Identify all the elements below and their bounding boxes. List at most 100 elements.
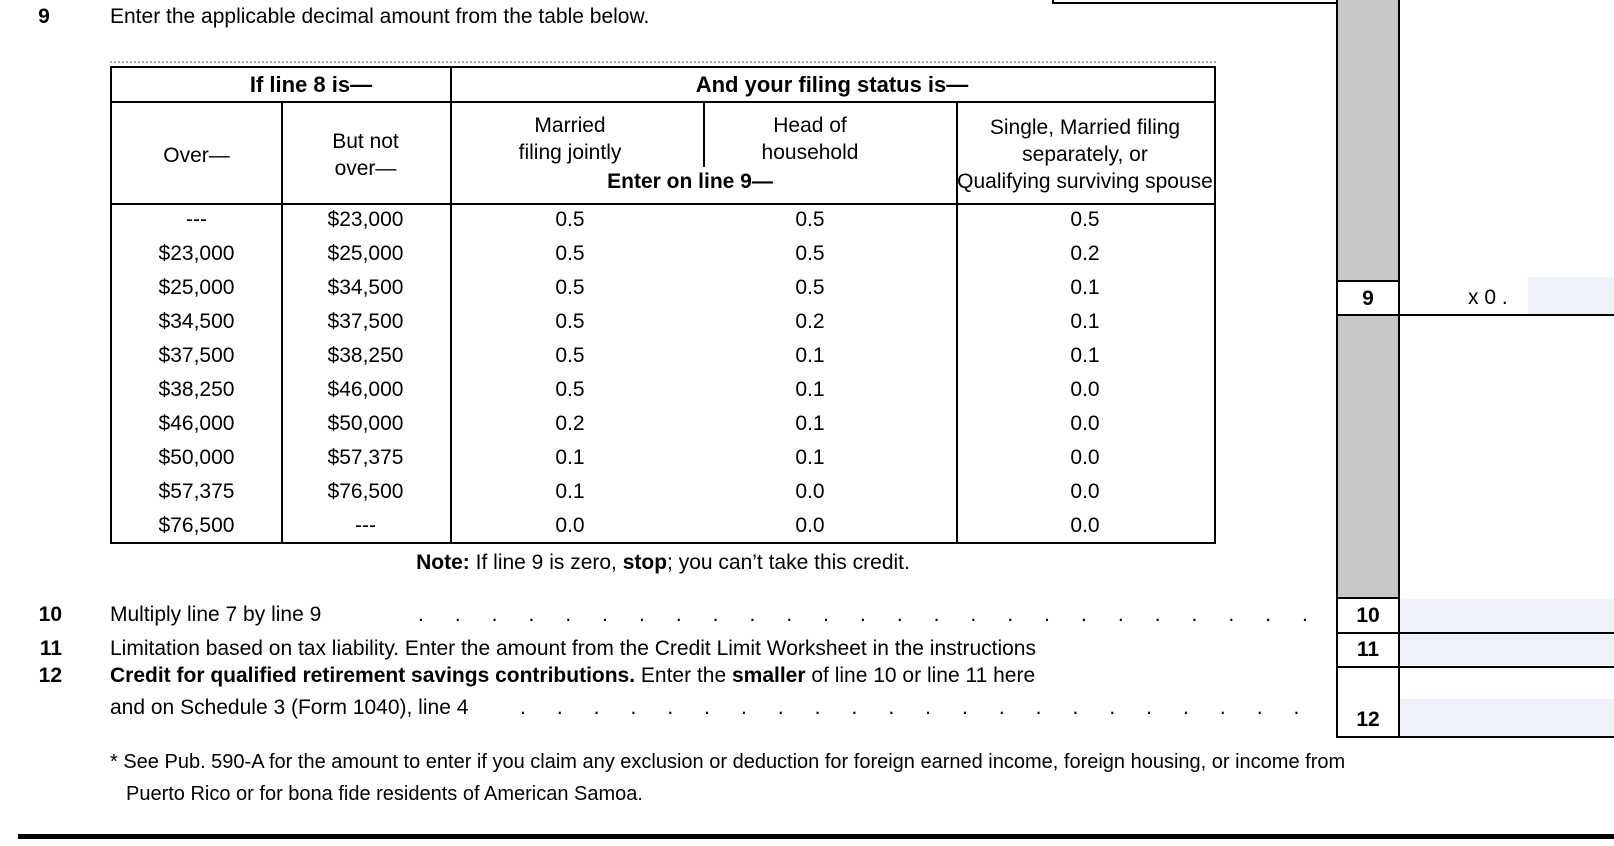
table-cell: 0.0: [1070, 412, 1100, 435]
table-cell: 0.5: [795, 276, 825, 299]
table-header-enter-on-line9: Enter on line 9—: [607, 170, 773, 193]
table-cell: 0.1: [1070, 310, 1100, 333]
line11-text: Limitation based on tax liability. Enter…: [110, 637, 1036, 660]
table-cell: $23,000: [327, 208, 404, 231]
table-cell: 0.2: [1070, 242, 1100, 265]
mfj-line2: filing jointly: [518, 141, 622, 164]
table-cell: $37,500: [327, 310, 404, 333]
footnote-line1: * See Pub. 590-A for the amount to enter…: [110, 751, 1346, 773]
table-header-filing-status: And your filing status is—: [695, 72, 969, 97]
note-label: Note:: [416, 551, 470, 574]
table-cell: 0.5: [795, 208, 825, 231]
line9-box-label: 9: [1362, 287, 1374, 310]
note-line: Note: If line 9 is zero, stop; you can’t…: [110, 551, 1216, 575]
single-line3: Qualifying surviving spouse: [957, 170, 1213, 193]
line9-text: Enter the applicable decimal amount from…: [110, 5, 650, 28]
line12-bold-lead: Credit for qualified retirement savings …: [110, 664, 636, 687]
table-header-head-of-household: Head of household: [690, 112, 930, 166]
table-cell: 0.0: [1070, 514, 1100, 537]
line9-row-bottom-rule: [1336, 314, 1614, 316]
line10-box-top-rule: [1336, 597, 1400, 599]
line11-row-bottom-rule: [1336, 666, 1614, 668]
table-cell: 0.5: [555, 242, 585, 265]
table-row: --- $23,000 0.5 0.5 0.5: [112, 203, 1214, 237]
gray-rail-top: [1338, 0, 1398, 282]
table-cell: 0.0: [795, 514, 825, 537]
line12-box-label: 12: [1356, 708, 1380, 731]
table-header-but-not-over: But not over—: [281, 128, 450, 182]
line10-dot-leader: ..........................: [418, 603, 1313, 626]
note-stop: stop: [622, 551, 668, 574]
footnote-line2: Puerto Rico or for bona fide residents o…: [126, 783, 643, 805]
table-cell: $50,000: [327, 412, 404, 435]
table-divider-mfj-hoh: [703, 101, 705, 167]
table-cell: $25,000: [158, 276, 235, 299]
table-cell: ---: [186, 208, 207, 231]
table-header-if-line8: If line 8 is—: [249, 72, 373, 97]
table-row: $50,000 $57,375 0.1 0.1 0.0: [112, 441, 1214, 475]
table-subheader-rule: [112, 203, 1214, 205]
line12-tail: of line 10 or line 11 here: [805, 664, 1036, 687]
table-cell: $25,000: [327, 242, 404, 265]
line11-box-label: 11: [1356, 638, 1380, 661]
table-cell: $37,500: [158, 344, 235, 367]
note-text-2: ; you can’t take this credit.: [667, 551, 910, 574]
table-cell: 0.1: [555, 446, 585, 469]
page-bottom-rule: [18, 834, 1614, 839]
line8-field-left-tick: [1052, 0, 1054, 4]
table-cell: 0.0: [1070, 446, 1100, 469]
table-cell: 0.0: [1070, 480, 1100, 503]
line10-number: 10: [38, 603, 62, 626]
line12-dot-leader: ......................: [520, 696, 1313, 719]
table-cell: 0.5: [1070, 208, 1100, 231]
table-cell: 0.5: [795, 242, 825, 265]
table-cell: $46,000: [327, 378, 404, 401]
table-cell: 0.2: [555, 412, 585, 435]
table-header-married-filing-jointly: Married filing jointly: [450, 112, 690, 166]
mfj-line1: Married: [534, 114, 606, 137]
hoh-line1: Head of: [773, 114, 847, 137]
line11-amount-field[interactable]: [1400, 634, 1614, 665]
line12-number: 12: [38, 664, 62, 687]
line12-text-line1: Credit for qualified retirement savings …: [110, 664, 1035, 688]
table-cell: $34,500: [327, 276, 404, 299]
gray-rail-middle: [1338, 315, 1398, 597]
line12-amount-field[interactable]: [1400, 699, 1614, 737]
entry-column-left-border: [1336, 0, 1338, 738]
line9-decimal-field[interactable]: [1528, 277, 1614, 314]
note-text-1: If line 9 is zero,: [469, 551, 623, 574]
table-cell: $57,375: [327, 446, 404, 469]
table-header-over: Over—: [163, 144, 230, 167]
line9-number: 9: [38, 5, 50, 28]
single-line2: separately, or: [1022, 143, 1148, 166]
table-cell: 0.5: [555, 310, 585, 333]
table-cell: 0.1: [1070, 276, 1100, 299]
line10-amount-field[interactable]: [1400, 599, 1614, 632]
table-row: $46,000 $50,000 0.2 0.1 0.0: [112, 407, 1214, 441]
table-cell: 0.1: [1070, 344, 1100, 367]
table-divider-single: [956, 101, 958, 542]
hoh-line2: household: [761, 141, 859, 164]
table-row: $34,500 $37,500 0.5 0.2 0.1: [112, 305, 1214, 339]
table-cell: $50,000: [158, 446, 235, 469]
table-cell: ---: [355, 514, 376, 537]
table-row: $23,000 $25,000 0.5 0.5 0.2: [112, 237, 1214, 271]
table-cell: 0.1: [795, 378, 825, 401]
table-row: $25,000 $34,500 0.5 0.5 0.1: [112, 271, 1214, 305]
line10-text: Multiply line 7 by line 9: [110, 603, 322, 626]
table-cell: $34,500: [158, 310, 235, 333]
table-cell: 0.5: [555, 276, 585, 299]
table-cell: 0.2: [795, 310, 825, 333]
table-cell: 0.1: [795, 344, 825, 367]
line12-text-line2: and on Schedule 3 (Form 1040), line 4: [110, 696, 469, 719]
table-cell: $76,500: [158, 514, 235, 537]
table-header-rule: [112, 101, 1214, 103]
table-cell: $76,500: [327, 480, 404, 503]
table-cell: 0.0: [1070, 378, 1100, 401]
table-cell: $57,375: [158, 480, 235, 503]
line11-number: 11: [39, 637, 62, 660]
line12-row-bottom-rule: [1336, 736, 1614, 738]
line9-multiplier-prefix: x 0 .: [1468, 286, 1508, 309]
table-cell: 0.0: [795, 480, 825, 503]
